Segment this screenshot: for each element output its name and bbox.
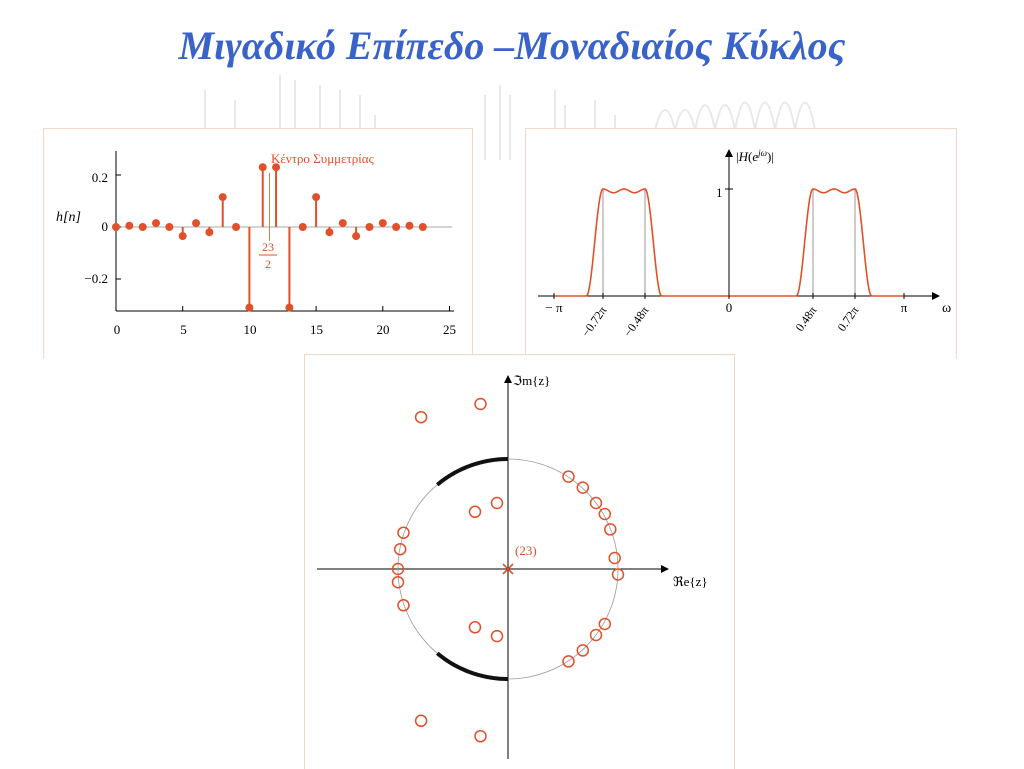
- real-axis-label: ℜe{z}: [673, 574, 708, 589]
- zero-marker: [598, 617, 612, 631]
- zero-marker: [589, 496, 603, 510]
- zero-marker: [468, 505, 482, 519]
- zero-marker: [576, 644, 590, 657]
- zero-marker: [391, 575, 405, 589]
- symmetry-center-annotation: Κέντρο Συμμετρίας: [271, 151, 375, 166]
- zero-marker: [576, 481, 590, 494]
- zero-marker: [490, 496, 504, 510]
- x-tick-label: 0.48π: [792, 304, 819, 334]
- stem-point: [165, 223, 174, 231]
- stem-point: [405, 221, 414, 230]
- zero-marker: [414, 714, 428, 728]
- tick-label-y-neg0.2: −0.2: [84, 271, 108, 286]
- stem-point: [218, 193, 227, 202]
- zero-marker: [474, 729, 487, 743]
- zero-marker: [391, 562, 405, 576]
- zero-marker: [468, 621, 482, 634]
- x-tick-label: π: [901, 300, 908, 315]
- zero-marker: [414, 410, 428, 424]
- x-axis-label: ω: [942, 301, 951, 316]
- y-tick-1: 1: [716, 185, 723, 200]
- stem-point: [418, 223, 427, 231]
- zero-marker: [589, 628, 603, 642]
- center-denominator: 2: [265, 257, 271, 271]
- zero-marker: [562, 655, 575, 668]
- zero-marker: [562, 470, 575, 483]
- impulse-response-panel: h[n] 0.2 0 −0.2 0 5 10 15 20 25 Κέντρο Σ…: [43, 128, 473, 359]
- stem-point: [365, 223, 374, 231]
- stem-point: [285, 303, 294, 312]
- stem-point: [272, 163, 281, 172]
- pole-zero-panel: (23) ℜe{z} ℑm{z}: [304, 354, 735, 769]
- tick-label-x-15: 15: [310, 322, 323, 337]
- passband-arc: [436, 651, 509, 681]
- page-title: Μιγαδικό Επίπεδο –Μοναδιαίος Κύκλος: [178, 23, 846, 68]
- tick-label-x-5: 5: [180, 322, 187, 337]
- zero-marker: [393, 542, 407, 556]
- magnitude-response-chart: − π −0.72π −0.48π 0 0.48π 0.72π π |H(ejω)| 1 ω: [538, 148, 951, 340]
- zero-marker: [598, 507, 612, 521]
- stem-point: [245, 303, 254, 312]
- tick-label-x-20: 20: [377, 322, 390, 337]
- stem-point: [232, 223, 241, 231]
- x-tick-label: −0.72π: [579, 304, 610, 340]
- pole-multiplicity-label: (23): [515, 543, 537, 558]
- stem-point: [178, 232, 187, 241]
- zero-marker: [397, 599, 410, 612]
- pole-zero-plot: (23) ℜe{z} ℑm{z}: [317, 373, 708, 759]
- stem-point: [352, 232, 361, 241]
- pole-marker: [502, 563, 514, 575]
- stem-point: [192, 219, 201, 228]
- tick-label-x-25: 25: [443, 322, 456, 337]
- impulse-response-chart: h[n] 0.2 0 −0.2 0 5 10 15 20 25 Κέντρο Σ…: [56, 151, 456, 337]
- stem-point: [152, 219, 161, 228]
- zero-marker: [397, 526, 410, 539]
- stem-point: [258, 163, 267, 172]
- stem-point: [112, 223, 120, 231]
- stem-point: [338, 219, 347, 228]
- tick-label-x-0: 0: [114, 322, 121, 337]
- stem-point: [392, 223, 401, 231]
- zero-marker: [611, 568, 625, 581]
- center-numerator: 23: [262, 240, 274, 254]
- zero-marker: [490, 629, 504, 643]
- x-tick-label: −0.48π: [621, 304, 652, 340]
- zero-marker: [608, 551, 621, 565]
- x-tick-label: − π: [545, 300, 563, 315]
- stem-point: [312, 193, 321, 202]
- tick-label-x-10: 10: [244, 322, 257, 337]
- magnitude-response-panel: − π −0.72π −0.48π 0 0.48π 0.72π π |H(ejω)| 1 ω: [525, 128, 957, 359]
- zero-marker: [604, 523, 617, 536]
- y-axis-label: |H(ejω)|: [736, 148, 774, 164]
- stem-point: [205, 228, 214, 237]
- y-axis-label: h[n]: [56, 210, 81, 225]
- stem-point: [125, 221, 134, 230]
- tick-label-y-0: 0: [102, 219, 109, 234]
- stem-point: [325, 228, 334, 237]
- stem-point: [298, 223, 307, 231]
- x-tick-label: 0: [726, 300, 733, 315]
- imag-axis-label: ℑm{z}: [513, 373, 550, 388]
- passband-arc: [436, 457, 509, 487]
- stem-point: [138, 223, 147, 231]
- stem-point: [378, 219, 387, 228]
- x-tick-label: 0.72π: [834, 304, 861, 334]
- tick-label-y-0.2: 0.2: [92, 170, 108, 185]
- zero-marker: [474, 397, 487, 411]
